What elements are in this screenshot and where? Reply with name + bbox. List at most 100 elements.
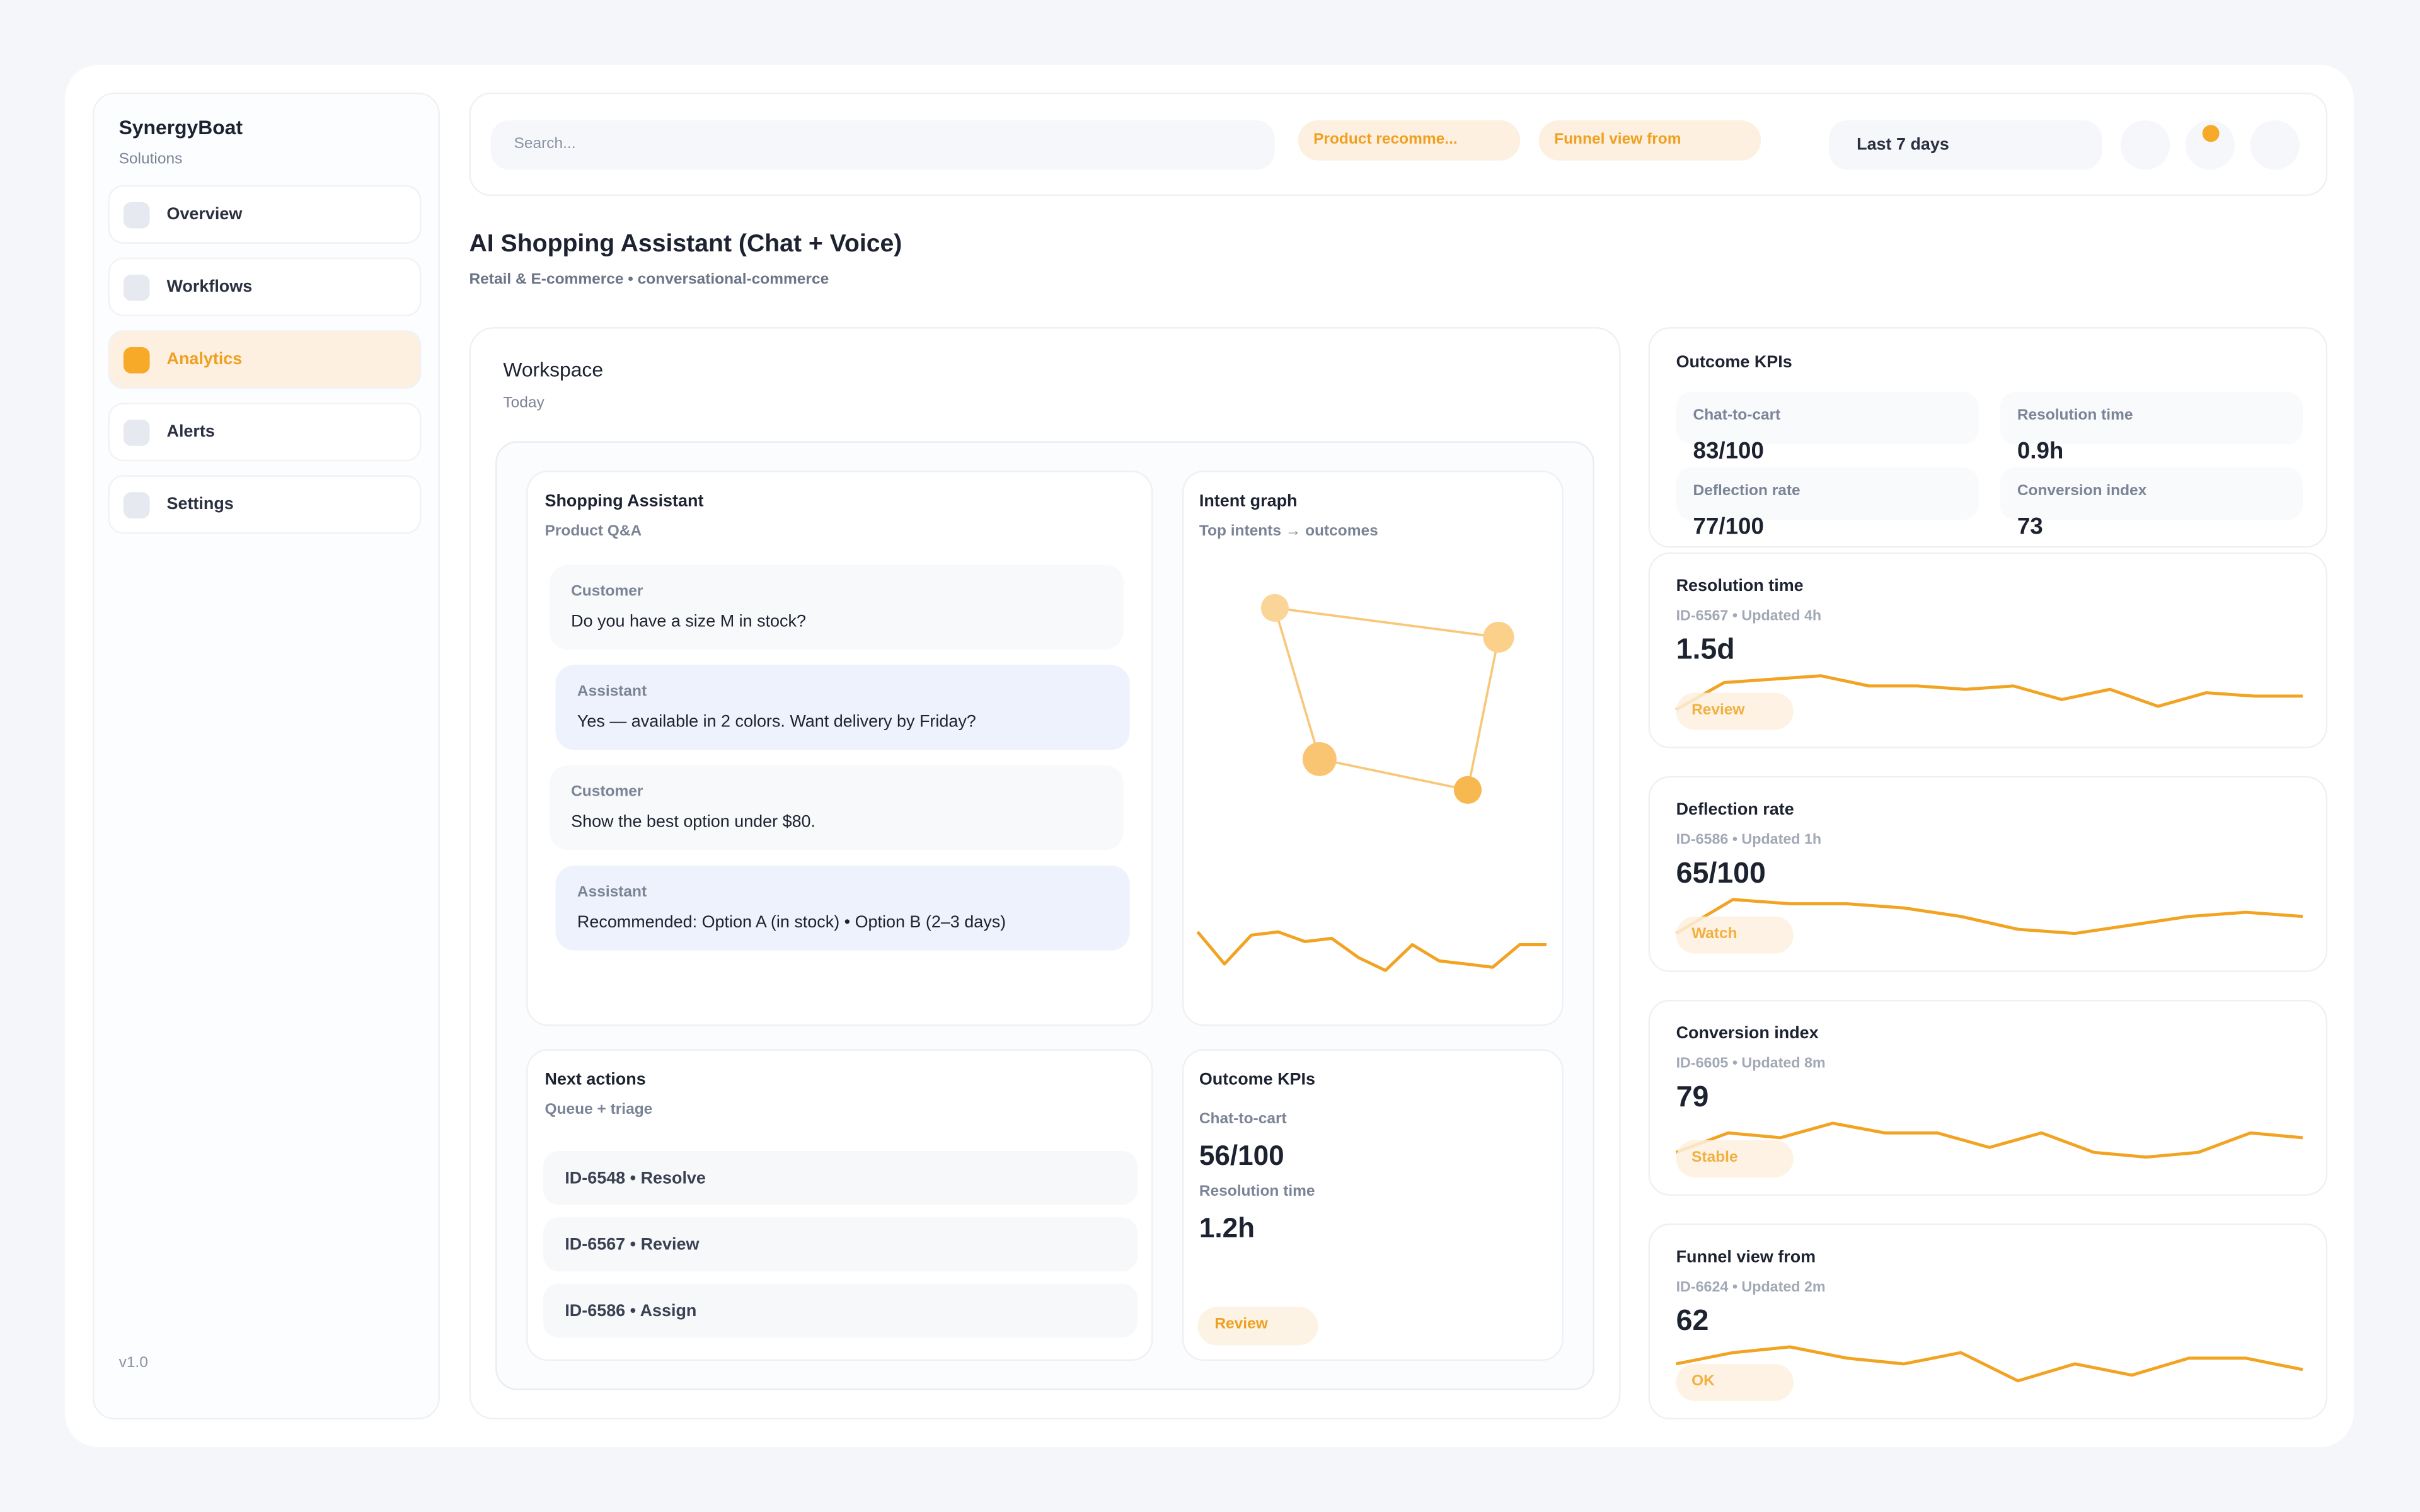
kpi-label: Chat-to-cart — [1693, 407, 1781, 425]
metric-meta: ID-6624 • Updated 2m — [1676, 1279, 1826, 1297]
metric-value: 79 — [1676, 1081, 1709, 1114]
nav-icon — [123, 492, 150, 518]
search-placeholder[interactable]: Search... — [514, 135, 576, 153]
brand-subtitle: Solutions — [118, 151, 183, 168]
nav-icon — [123, 420, 150, 446]
chat-role: Customer — [571, 784, 643, 801]
intent-graph — [1260, 593, 1514, 804]
kpi-tile — [1676, 392, 1979, 445]
graph-node — [1453, 776, 1482, 804]
chat-role: Assistant — [577, 683, 647, 701]
card-subtitle: Top intents → outcomes — [1199, 523, 1378, 541]
kpi-tile — [2000, 392, 2303, 445]
version: v1.0 — [118, 1354, 148, 1372]
nav-item[interactable] — [108, 330, 422, 389]
action-row[interactable] — [543, 1150, 1138, 1205]
range-label[interactable]: Last 7 days — [1857, 135, 1949, 154]
kpi-value: 83/100 — [1693, 438, 1764, 465]
metric-value: 62 — [1676, 1305, 1709, 1338]
chat-text: Yes — available in 2 colors. Want delive… — [577, 713, 976, 731]
status-badge — [1676, 1363, 1794, 1401]
nav-label[interactable]: Overview — [166, 205, 243, 224]
page-subtitle: Retail & E-commerce • conversational-com… — [469, 272, 829, 289]
action-row[interactable] — [543, 1283, 1138, 1338]
metric-title: Deflection rate — [1676, 801, 1794, 820]
kpi-label: Conversion index — [2017, 483, 2147, 500]
card-title: Shopping Assistant — [544, 492, 704, 511]
chat-bubble — [549, 765, 1124, 850]
nav-item[interactable] — [108, 403, 422, 462]
nav-label[interactable]: Workflows — [166, 277, 253, 297]
kpi-label: Resolution time — [2017, 407, 2133, 425]
metric-title: Conversion index — [1676, 1024, 1819, 1043]
metric-value: 65/100 — [1676, 857, 1766, 891]
card-title: Outcome KPIs — [1199, 1070, 1315, 1089]
kpi-label: Deflection rate — [1693, 483, 1801, 500]
workspace-subtitle: Today — [503, 394, 544, 412]
nav-icon — [123, 274, 150, 301]
icon-button[interactable] — [2250, 120, 2300, 170]
nav-icon — [123, 202, 150, 229]
workspace-title: Workspace — [503, 358, 604, 381]
status-badge — [1676, 692, 1794, 730]
status-label: OK — [1691, 1373, 1715, 1390]
chat-text: Do you have a size M in stock? — [571, 612, 806, 631]
notification-dot — [2202, 125, 2220, 142]
kpi-value: 1.2h — [1199, 1212, 1255, 1244]
kpi-value: 0.9h — [2017, 438, 2064, 465]
filter-chip[interactable] — [1538, 120, 1761, 161]
kpi-value: 73 — [2017, 513, 2043, 541]
nav-icon — [123, 347, 150, 374]
metric-title: Resolution time — [1676, 576, 1804, 596]
nav-label[interactable]: Alerts — [166, 423, 215, 442]
action-label[interactable]: ID-6548 • Resolve — [565, 1169, 706, 1188]
chat-bubble — [555, 865, 1130, 951]
chat-bubble — [549, 564, 1124, 650]
metric-meta: ID-6567 • Updated 4h — [1676, 607, 1822, 625]
search-box[interactable] — [490, 120, 1275, 170]
nav-label[interactable]: Analytics — [166, 350, 243, 369]
nav-label[interactable]: Settings — [166, 495, 234, 514]
nav-item[interactable] — [108, 257, 422, 317]
kpi-value: 77/100 — [1693, 513, 1764, 541]
action-row[interactable] — [543, 1217, 1138, 1271]
kpi-label: Resolution time — [1199, 1183, 1315, 1201]
button-label[interactable]: Review — [1214, 1315, 1268, 1333]
graph-node — [1483, 621, 1514, 653]
chat-text: Recommended: Option A (in stock) • Optio… — [577, 913, 1006, 932]
status-label: Review — [1691, 702, 1745, 719]
nav-item[interactable] — [108, 185, 422, 244]
metric-meta: ID-6586 • Updated 1h — [1676, 832, 1822, 849]
kpi-label: Chat-to-cart — [1199, 1111, 1287, 1128]
chat-text: Show the best option under $80. — [571, 813, 816, 832]
nav-item[interactable] — [108, 475, 422, 534]
card-title: Next actions — [544, 1070, 646, 1089]
kpi-card — [1182, 1049, 1564, 1361]
card-subtitle: Queue + triage — [544, 1101, 653, 1119]
page-title: AI Shopping Assistant (Chat + Voice) — [469, 231, 902, 258]
review-button[interactable] — [1197, 1307, 1318, 1346]
graph-node — [1260, 593, 1289, 622]
action-label[interactable]: ID-6586 • Assign — [565, 1302, 697, 1321]
card-title: Outcome KPIs — [1676, 353, 1792, 372]
status-label: Stable — [1691, 1149, 1738, 1167]
status-label: Watch — [1691, 925, 1737, 943]
graph-node — [1302, 742, 1337, 776]
metric-title: Funnel view from — [1676, 1248, 1816, 1267]
kpi-tile — [2000, 467, 2303, 520]
filter-chip[interactable] — [1298, 120, 1521, 161]
icon-button[interactable] — [2120, 120, 2170, 170]
card-subtitle: Product Q&A — [544, 523, 642, 541]
chat-role: Assistant — [577, 884, 647, 902]
action-label[interactable]: ID-6567 • Review — [565, 1235, 700, 1255]
metric-meta: ID-6605 • Updated 8m — [1676, 1055, 1826, 1073]
brand: SynergyBoat — [118, 115, 243, 139]
range-select[interactable] — [1829, 120, 2102, 170]
kpi-tile — [1676, 467, 1979, 520]
chip-label[interactable]: Funnel view from — [1554, 131, 1681, 149]
status-badge — [1676, 916, 1794, 954]
metric-value: 1.5d — [1676, 634, 1735, 667]
status-badge — [1676, 1140, 1794, 1177]
chip-label[interactable]: Product recomme... — [1313, 131, 1458, 149]
